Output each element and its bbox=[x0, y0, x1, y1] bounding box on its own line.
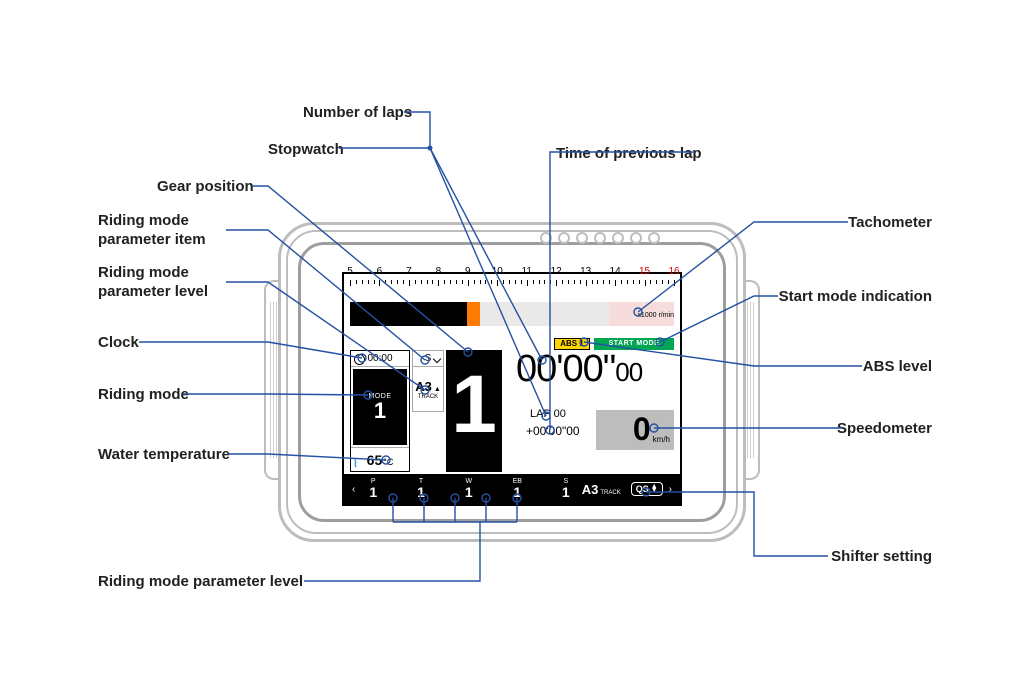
leader-lines bbox=[0, 0, 1030, 687]
